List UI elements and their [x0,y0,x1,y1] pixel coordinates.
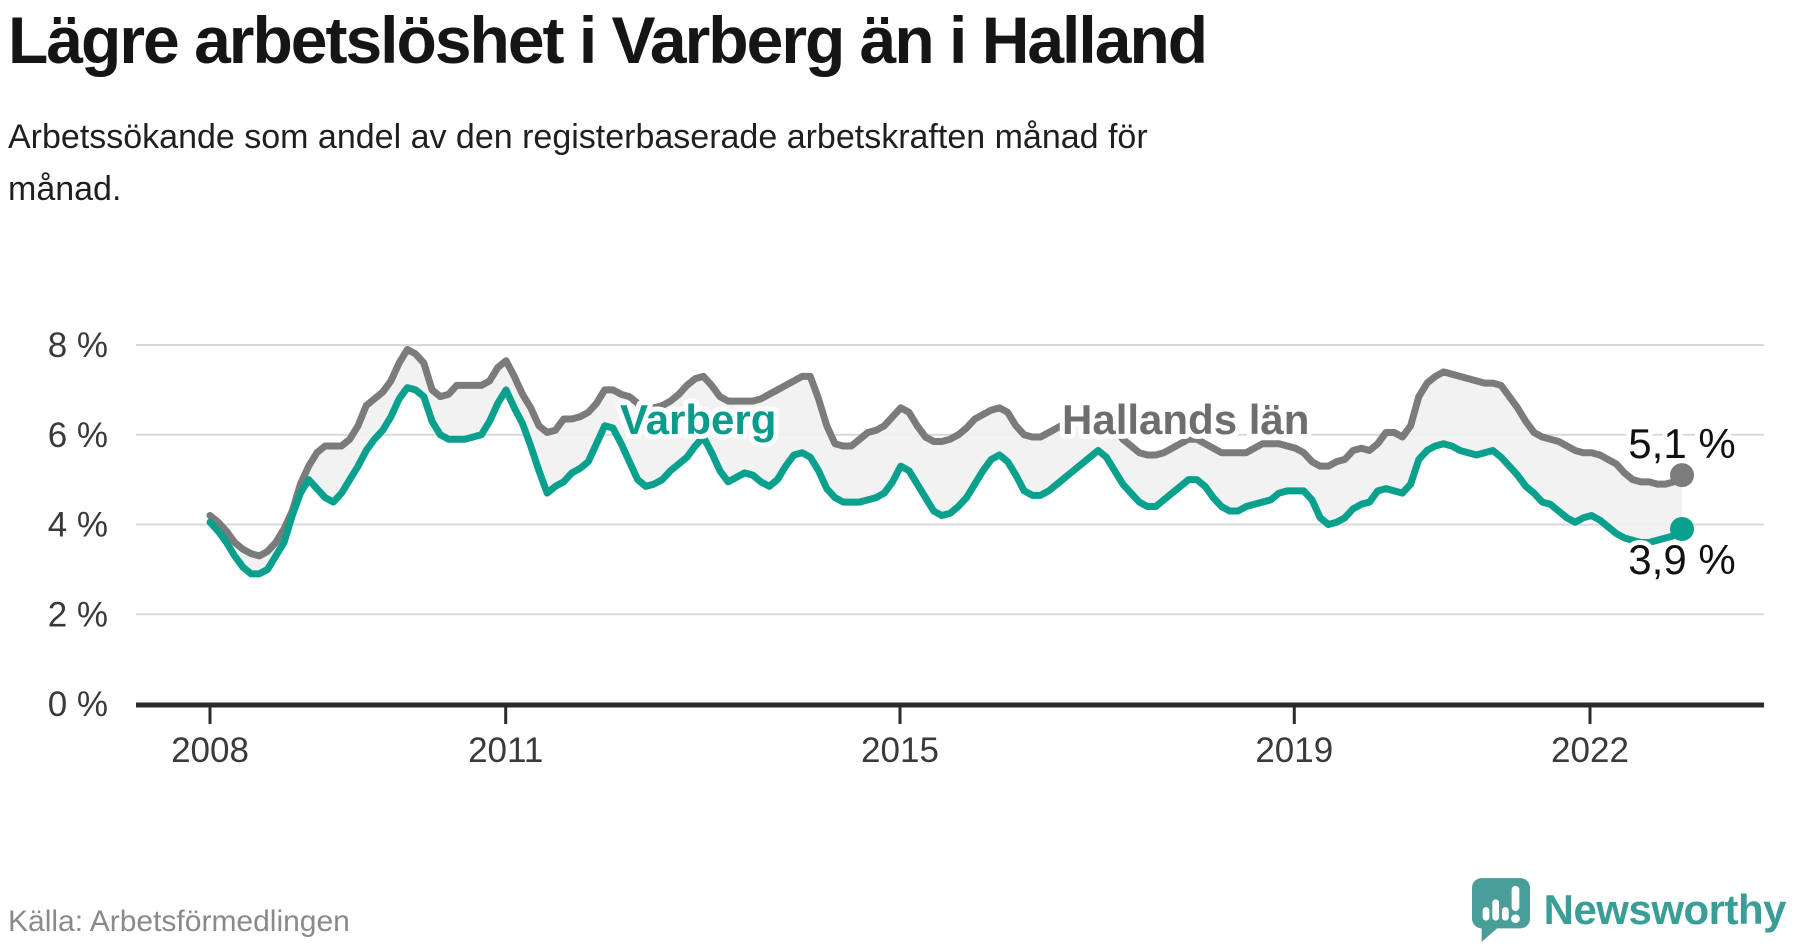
series-band-fill [210,349,1682,574]
newsworthy-bubble-chart-icon [1471,878,1530,942]
chart-subtitle-line2: månad. [8,169,122,208]
x-axis-label-2011: 2011 [468,731,543,770]
series-end-label-varberg: 3,9 % [1628,536,1735,583]
x-axis-label-2019: 2019 [1255,731,1333,770]
chart-subtitle: Arbetssökande som andel av den registerb… [8,112,1148,215]
series-end-label-halland: 5,1 % [1628,420,1735,467]
x-axis-label-2022: 2022 [1551,731,1629,770]
y-axis-label-8: 8 % [48,326,108,365]
newsworthy-logo: Newsworthy [1471,878,1787,942]
chart-subtitle-line1: Arbetssökande som andel av den registerb… [8,118,1148,156]
y-axis-label-2: 2 % [48,595,108,634]
series-end-dot-varberg [1670,516,1694,541]
series-label-halland: Hallands län [1062,396,1309,443]
x-axis-label-2015: 2015 [861,731,939,770]
series-end-dot-halland [1670,463,1694,488]
source-label: Källa: Arbetsförmedlingen [8,905,350,938]
chart-title: Lägre arbetslöshet i Varberg än i Hallan… [8,3,1208,77]
unemployment-line-chart: 0 % 2 % 4 % 6 % 8 % 2008 2011 2015 2019 2022 Halla… [48,326,1764,770]
x-axis-label-2008: 2008 [171,731,249,770]
y-axis-label-0: 0 % [48,685,108,724]
y-axis-label-4: 4 % [48,506,108,545]
series-line-varberg [206,384,1686,578]
y-axis-label-6: 6 % [48,416,108,455]
brand-name: Newsworthy [1543,886,1787,933]
series-line-halland [206,345,1686,560]
series-label-varberg: Varberg [620,396,776,443]
